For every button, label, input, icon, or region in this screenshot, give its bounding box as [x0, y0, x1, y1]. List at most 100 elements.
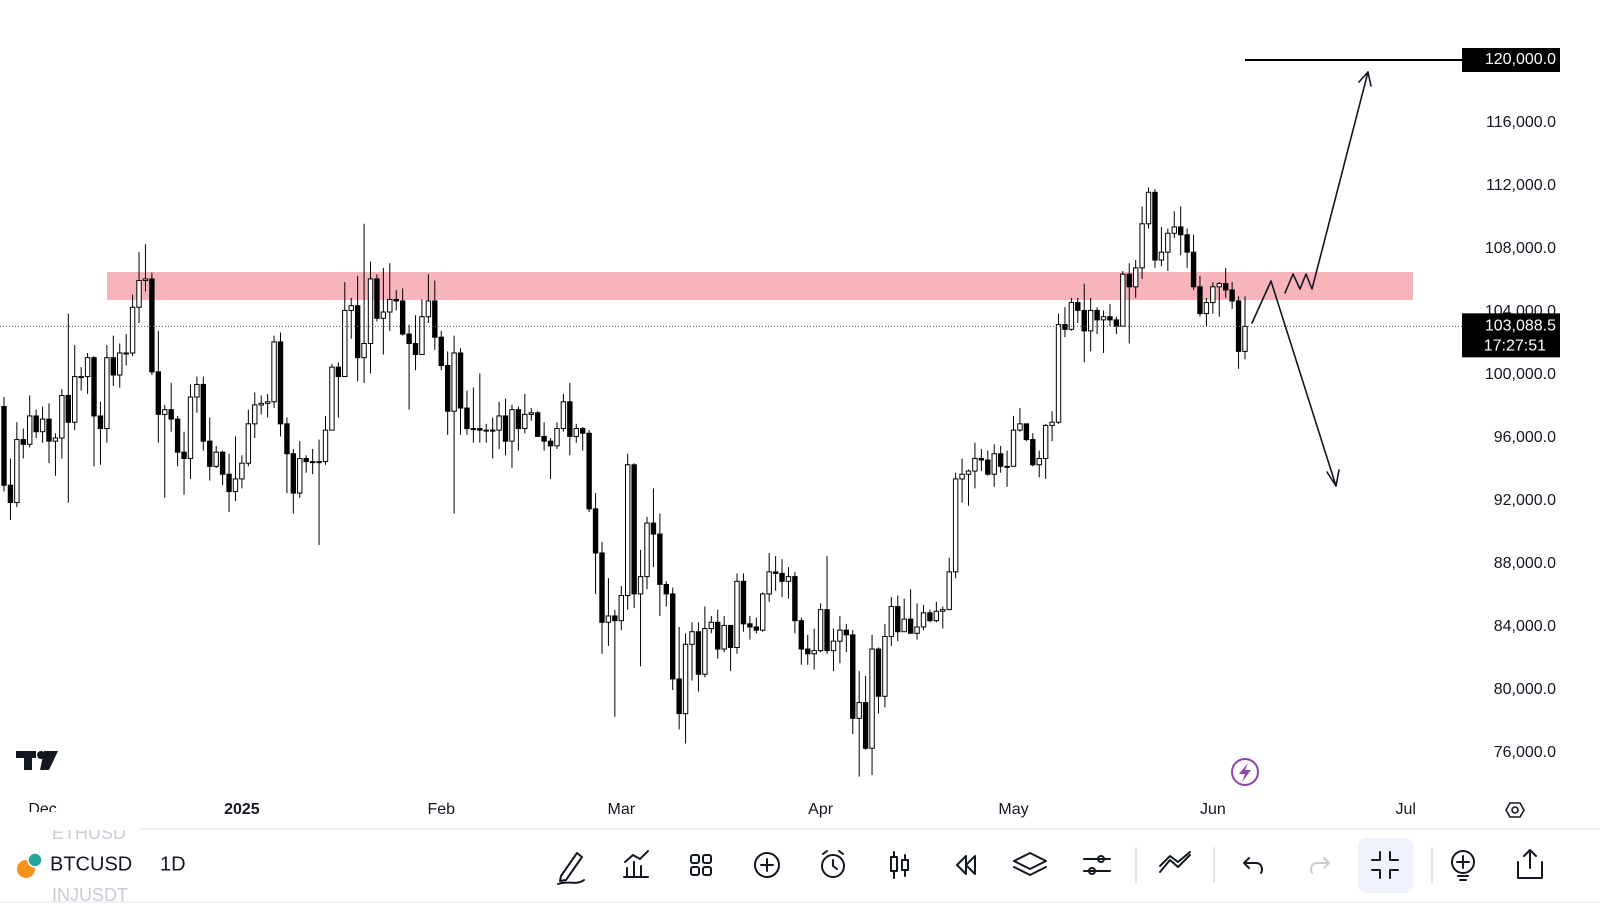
candle-body: [766, 571, 772, 595]
settings-button[interactable]: [1505, 802, 1525, 818]
candle-body: [502, 415, 509, 442]
candle-body: [1132, 267, 1139, 288]
next-symbol[interactable]: INJUSDT: [52, 885, 128, 905]
candle-body: [245, 423, 252, 464]
candle-body: [393, 298, 399, 302]
candle-body: [489, 429, 496, 432]
candle-body: [740, 580, 747, 625]
candle-body: [149, 278, 155, 373]
candle-body: [618, 594, 624, 622]
fullscreen-tool[interactable]: [1371, 851, 1399, 879]
layouts-tool[interactable]: [690, 854, 712, 876]
x-tick-label: Jun: [1200, 801, 1226, 818]
candle-body: [297, 457, 303, 494]
candle-body: [136, 280, 142, 308]
candle-body: [972, 457, 978, 472]
candle-body: [1184, 234, 1190, 253]
undo-tool[interactable]: [1243, 857, 1263, 874]
candle-body: [676, 678, 682, 715]
y-tick-label: 116,000.0: [1486, 114, 1556, 131]
draw-tool[interactable]: [557, 852, 585, 885]
candle-body: [522, 413, 528, 430]
candle-body: [52, 437, 59, 442]
candle-body: [856, 702, 862, 719]
candle-body: [20, 439, 26, 445]
target-box: [1462, 48, 1560, 73]
candle-body: [329, 366, 335, 431]
candle-body: [1158, 251, 1165, 261]
candle-body: [1216, 283, 1222, 288]
candle-body: [104, 357, 110, 430]
candle-body: [785, 576, 792, 582]
candle-body: [1223, 283, 1229, 291]
countdown-label: 17:27:51: [1484, 338, 1546, 355]
candle-body: [290, 453, 297, 494]
last-price-box: [1462, 313, 1560, 358]
candle-body: [637, 576, 644, 595]
indicators-tool[interactable]: [623, 850, 649, 878]
candle-body: [708, 621, 714, 630]
replay-tool[interactable]: [956, 855, 976, 875]
candle-body: [605, 615, 612, 623]
usd-icon: [27, 852, 43, 868]
candle-body: [252, 404, 258, 425]
interval[interactable]: 1D: [160, 853, 186, 875]
x-tick-label: Mar: [607, 801, 635, 818]
candle-body: [226, 473, 232, 493]
candle-body: [1010, 429, 1017, 467]
candle-body: [65, 394, 71, 423]
candle-body: [727, 624, 734, 648]
redo-tool[interactable]: [1310, 857, 1330, 874]
candle-body: [367, 278, 374, 344]
candle-body: [271, 341, 277, 403]
candle-body: [1, 405, 7, 486]
y-tick-label: 88,000.0: [1494, 555, 1556, 572]
candle-body: [792, 576, 798, 622]
candle-body: [901, 618, 907, 633]
candle-body: [342, 309, 348, 378]
candle-body: [123, 352, 129, 355]
trading-tool[interactable]: [1159, 851, 1191, 873]
target-label: 120,000.0: [1485, 51, 1556, 68]
candle-body: [483, 429, 489, 432]
alert-tool[interactable]: [821, 850, 845, 878]
candle-body: [650, 522, 657, 535]
candle-body: [1042, 424, 1049, 459]
candle-body: [1242, 325, 1248, 352]
candle-body: [1126, 273, 1132, 288]
add-tool[interactable]: [754, 852, 780, 878]
share-tool[interactable]: [1517, 849, 1543, 879]
candle-body: [715, 621, 721, 650]
candle-body: [78, 376, 84, 379]
candle-body: [612, 615, 618, 622]
candle-type-tool[interactable]: [890, 851, 909, 879]
candle-body: [1171, 226, 1177, 234]
candle-body: [1062, 324, 1068, 330]
badge-bolt: [1239, 763, 1251, 782]
plot-area: 76,000.0 80,000.0 84,000.0 88,000.0 92,000.0…: [0, 48, 1560, 818]
y-tick-label: 112,000.0: [1486, 177, 1556, 194]
candle-body: [1100, 316, 1107, 321]
candle-body: [374, 278, 380, 319]
down-arrow-path: [1251, 280, 1337, 487]
candle-body: [875, 648, 882, 697]
candle-body: [464, 407, 470, 430]
candle-body: [322, 429, 329, 463]
layers-tool[interactable]: [1013, 852, 1047, 876]
candle-body: [1210, 286, 1216, 304]
candle-body: [1004, 465, 1010, 468]
symbol[interactable]: BTCUSD: [50, 853, 132, 875]
candle-body: [1145, 191, 1152, 225]
candle-body: [1036, 457, 1042, 466]
candle-body: [457, 352, 464, 409]
settings-tool[interactable]: [1083, 855, 1111, 875]
candle-body: [869, 648, 875, 749]
candle-body: [567, 401, 573, 437]
candle-body: [1075, 302, 1081, 311]
candle-body: [920, 612, 927, 628]
ideas-tool[interactable]: [1451, 850, 1475, 881]
toolbar: ETHUSD INJUSDT BTCUSD 1D: [0, 812, 1600, 921]
candle-body: [59, 394, 65, 439]
event-badge[interactable]: [1231, 758, 1259, 786]
